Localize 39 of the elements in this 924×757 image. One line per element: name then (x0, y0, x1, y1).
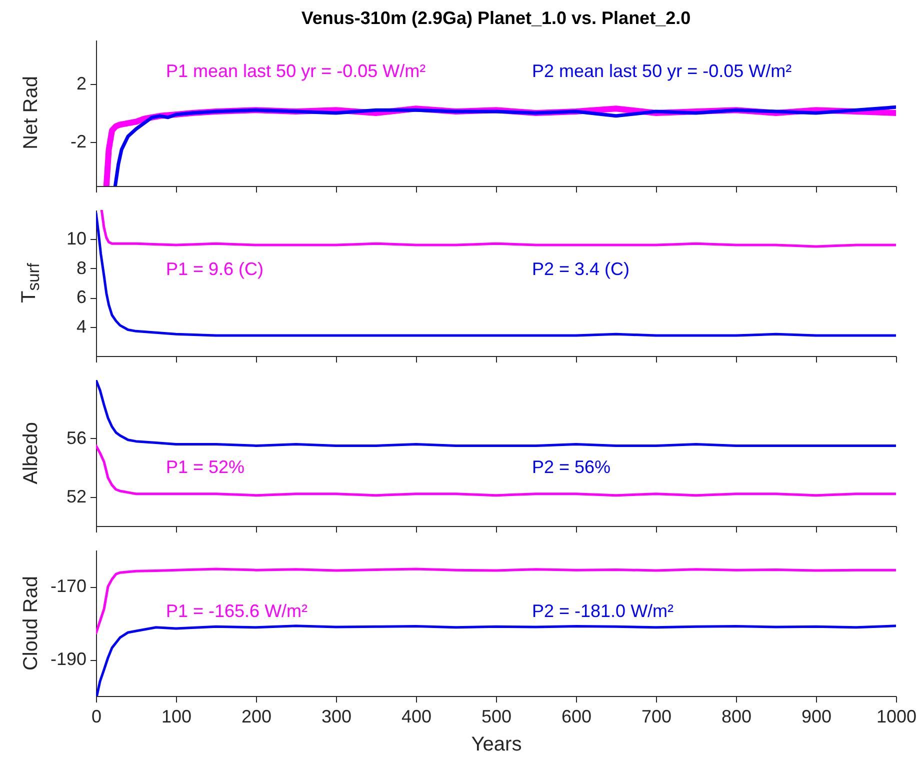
line-series (96, 380, 896, 447)
x-tick-label: 400 (401, 706, 432, 726)
y-axis-title: Cloud Rad (20, 576, 42, 670)
x-tick-label: 100 (161, 706, 192, 726)
x-tick-label: 300 (321, 706, 352, 726)
y-axis-title: Albedo (20, 422, 42, 484)
x-axis-title: Years (471, 734, 522, 756)
y-tick-label: 2 (76, 73, 86, 94)
x-tick-label: 800 (721, 706, 752, 726)
y-tick-label: 4 (76, 316, 86, 336)
annotation: P1 mean last 50 yr = -0.05 W/m² (166, 61, 426, 81)
annotation: P2 = 56% (532, 457, 611, 477)
y-tick-label: 56 (66, 428, 86, 448)
y-tick-label: -2 (70, 132, 86, 152)
x-tick-label: 900 (801, 706, 832, 726)
line-series (100, 210, 896, 248)
y-tick-label: -170 (50, 576, 86, 596)
annotation: P1 = 52% (166, 457, 245, 477)
x-tick-label: 200 (241, 706, 272, 726)
annotation: P2 = 3.4 (C) (532, 259, 630, 279)
annotation: P1 = -165.6 W/m² (166, 601, 308, 621)
x-tick-label: 500 (481, 706, 512, 726)
y-tick-label: 52 (66, 486, 86, 506)
annotation: P2 mean last 50 yr = -0.05 W/m² (532, 61, 792, 81)
x-tick-label: 1000 (876, 706, 917, 726)
y-tick-label: -190 (50, 649, 86, 669)
line-series (96, 568, 896, 634)
line-series (96, 212, 896, 337)
x-tick-label: 0 (91, 706, 102, 726)
chart-title: Venus-310m (2.9Ga) Planet_1.0 vs. Planet_2.0 (301, 8, 691, 28)
annotation: P1 = 9.6 (C) (166, 259, 264, 279)
annotation: P2 = -181.0 W/m² (532, 601, 674, 621)
y-axis-title: Net Rad (20, 76, 42, 150)
y-tick-label: 6 (76, 287, 86, 308)
x-tick-label: 600 (561, 706, 592, 726)
y-tick-label: 8 (76, 258, 86, 278)
line-series (96, 444, 896, 497)
x-tick-label: 700 (641, 706, 672, 726)
y-tick-label: 10 (66, 228, 86, 249)
